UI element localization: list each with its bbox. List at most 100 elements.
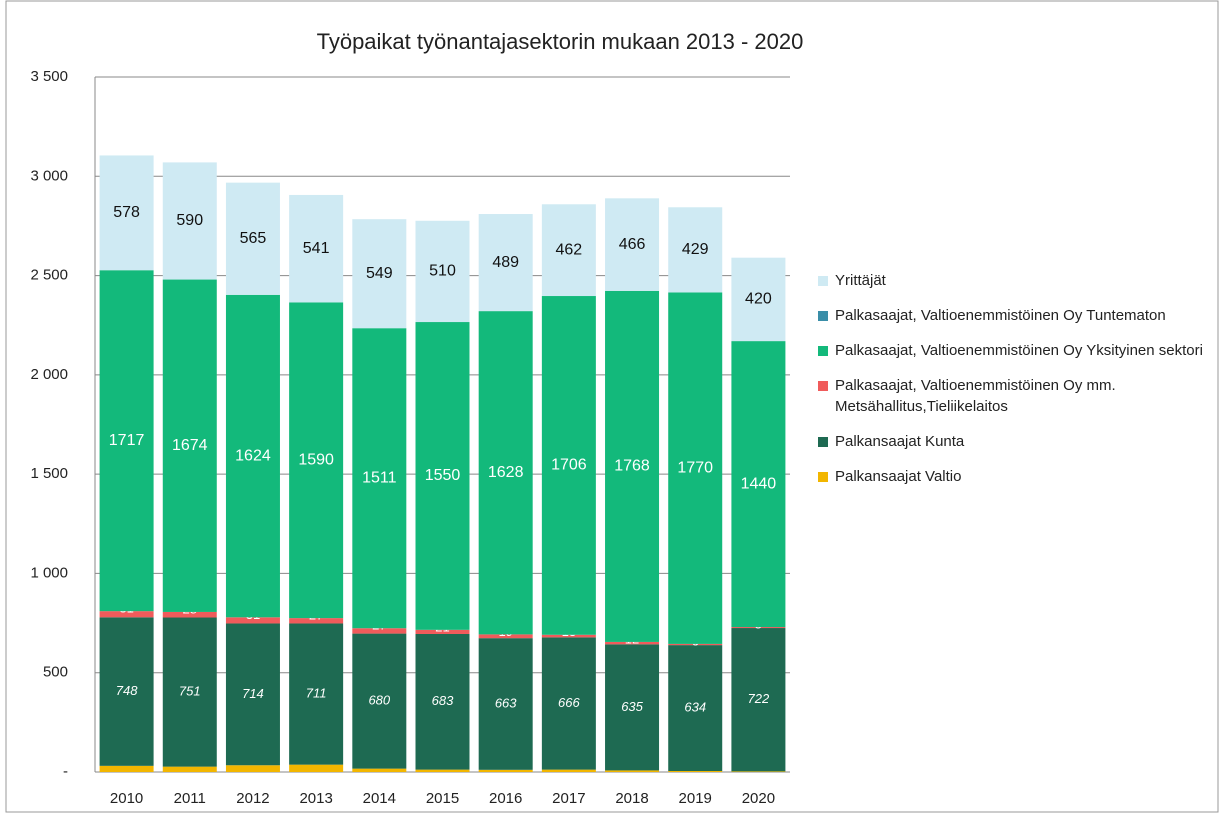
data-label: 666	[558, 695, 580, 710]
legend-label: Yrittäjät	[835, 272, 886, 289]
data-label: 1674	[172, 437, 208, 454]
legend-swatch	[818, 472, 828, 482]
legend-item: Palkansaajat Kunta	[818, 431, 1218, 452]
data-label: 680	[368, 693, 390, 708]
bar-segment	[605, 770, 660, 772]
x-tick-label: 2011	[174, 790, 206, 807]
data-label: 711	[306, 685, 327, 700]
bar-segment	[225, 765, 280, 772]
data-label: 466	[619, 236, 646, 253]
data-label: 635	[621, 699, 643, 714]
x-tick-label: 2020	[742, 790, 775, 807]
legend-label: Palkasaajat, Valtioenemmistöinen Oy Tunt…	[835, 307, 1166, 324]
bar-segment	[478, 638, 533, 770]
legend-item: Palkasaajat, Valtioenemmistöinen Oy Yksi…	[818, 340, 1218, 361]
bar-segment	[415, 629, 470, 634]
x-tick-label: 2014	[363, 790, 396, 807]
bar-segment	[289, 194, 344, 303]
bar-segment	[225, 294, 280, 618]
x-tick-label: 2013	[299, 790, 332, 807]
data-label: 541	[303, 240, 330, 257]
bar-segment	[225, 617, 280, 624]
y-tick-label: 2 500	[30, 267, 68, 284]
data-label: 1511	[362, 469, 397, 486]
data-label: 489	[492, 254, 519, 271]
bar-segment	[541, 204, 596, 297]
bar-segment	[162, 766, 217, 772]
bar-segment	[162, 617, 217, 767]
y-tick-label: 1 000	[30, 564, 68, 581]
data-label: 1768	[614, 458, 650, 475]
data-label: 1624	[235, 447, 271, 464]
data-label: 565	[240, 230, 267, 247]
bar-segment	[668, 643, 723, 646]
bar-segment	[352, 768, 407, 772]
bar-segment	[415, 633, 470, 770]
bar-segment	[605, 644, 660, 771]
legend-label: Palkansaajat Valtio	[835, 468, 962, 485]
bar-segment	[478, 769, 533, 772]
bar-segment	[352, 328, 407, 629]
bar-segment	[478, 214, 533, 312]
legend-item: Palkasaajat, Valtioenemmistöinen Oy Tunt…	[818, 305, 1218, 326]
data-label: 549	[366, 265, 393, 282]
data-label: 1717	[109, 432, 145, 449]
bar-segment	[731, 257, 786, 342]
bar-segment	[541, 769, 596, 772]
bar-segment	[289, 764, 344, 772]
bar-segment	[605, 290, 660, 642]
bar-segment	[289, 618, 344, 624]
x-tick-label: 2015	[426, 790, 459, 807]
data-label: 510	[429, 263, 456, 280]
legend-item: Yrittäjät	[818, 270, 1218, 291]
legend-label: Palkasaajat, Valtioenemmistöinen Oy Yksi…	[835, 342, 1203, 359]
data-label: 714	[242, 686, 264, 701]
bar-segment	[99, 155, 154, 271]
y-tick-label: 3 500	[30, 68, 68, 85]
bar-segment	[541, 637, 596, 770]
legend-label: Palkasaajat, Valtioenemmistöinen Oy mm. …	[835, 377, 1116, 415]
bar-segment	[225, 623, 280, 766]
legend-item: Palkansaajat Valtio	[818, 466, 1218, 487]
bar-segment	[352, 628, 407, 634]
legend-swatch	[818, 311, 828, 321]
data-label: 462	[556, 241, 583, 258]
data-label: 429	[682, 241, 709, 258]
data-label: 1550	[425, 467, 461, 484]
x-tick-label: 2019	[679, 790, 712, 807]
legend-label: Palkansaajat Kunta	[835, 433, 965, 450]
bar-segment	[99, 617, 154, 766]
data-label: 590	[176, 212, 203, 229]
bar-segment	[668, 645, 723, 772]
data-label: 1628	[488, 464, 524, 481]
data-label: 1770	[677, 459, 713, 476]
bar-segment	[731, 628, 786, 772]
legend-swatch	[818, 276, 828, 286]
data-label: 722	[748, 691, 770, 706]
legend: Yrittäjät Palkasaajat, Valtioenemmistöine…	[818, 270, 1218, 501]
bar-segment	[478, 311, 533, 635]
x-tick-label: 2010	[110, 790, 143, 807]
bar-segment	[415, 322, 470, 630]
y-tick-label: 2 000	[30, 366, 68, 383]
x-tick-label: 2016	[489, 790, 522, 807]
legend-item: Palkasaajat, Valtioenemmistöinen Oy mm. …	[818, 375, 1218, 417]
y-tick-label: -	[63, 763, 68, 780]
bar-segment	[225, 182, 280, 295]
bar-segment	[668, 771, 723, 772]
bar-segment	[289, 302, 344, 619]
y-tick-label: 3 000	[30, 167, 68, 184]
x-tick-label: 2018	[615, 790, 648, 807]
data-label: 683	[432, 693, 454, 708]
bar-segment	[478, 634, 533, 639]
bar-segment	[162, 611, 217, 618]
bar-segment	[352, 219, 407, 329]
bar-segment	[541, 296, 596, 635]
data-label: 634	[684, 699, 706, 714]
bar-segment	[731, 627, 786, 629]
bar-segment	[289, 623, 344, 765]
bar-segment	[162, 279, 217, 612]
legend-swatch	[818, 381, 828, 391]
